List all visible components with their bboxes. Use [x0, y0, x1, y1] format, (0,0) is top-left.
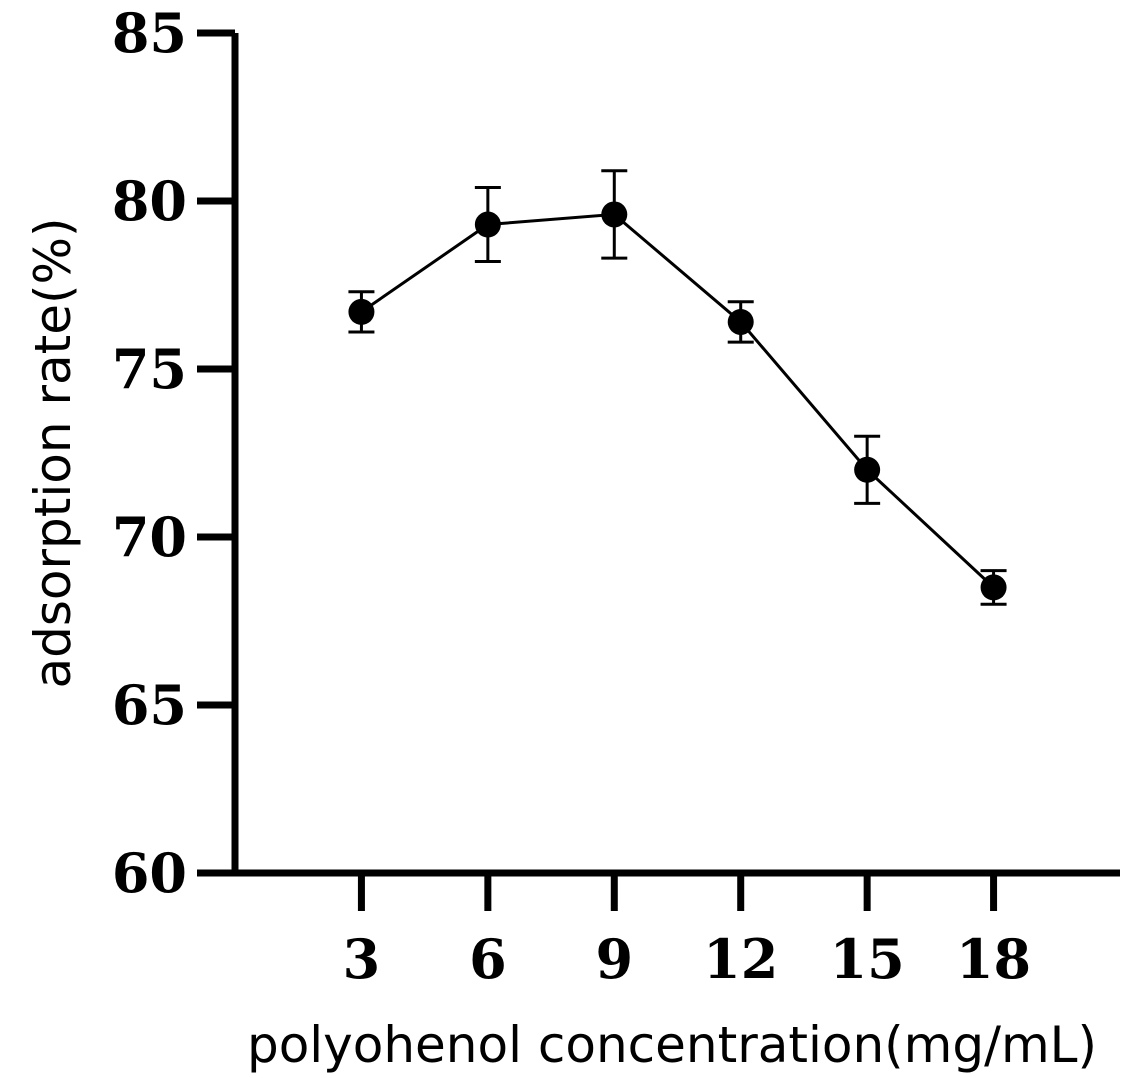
x-tick-label: 3: [343, 927, 381, 991]
series-group: [348, 169, 1007, 606]
x-tick-label: 15: [830, 927, 905, 991]
x-tick-label: 6: [469, 927, 507, 991]
x-tick-label: 9: [595, 927, 633, 991]
y-tick-label: 70: [112, 505, 187, 569]
y-tick-label: 65: [112, 673, 187, 737]
data-point: [474, 211, 501, 238]
x-tick-label: 12: [703, 927, 778, 991]
data-point: [348, 298, 375, 325]
y-ticks: 60 65 70 75 80 85: [112, 1, 235, 905]
data-point: [980, 574, 1007, 601]
y-axis-title: adsorption rate(%): [24, 217, 82, 688]
x-tick-label: 18: [956, 927, 1031, 991]
data-point: [601, 201, 628, 228]
data-point: [727, 308, 754, 335]
x-ticks: 3 6 9 12 15 18: [343, 873, 1031, 991]
y-tick-label: 75: [112, 337, 187, 401]
x-axis-title: polyohenol concentration(mg/mL): [247, 1016, 1097, 1074]
axes: [231, 33, 1120, 877]
data-point: [854, 456, 881, 483]
series-line: [360, 212, 995, 589]
y-tick-label: 60: [112, 841, 187, 905]
y-tick-label: 85: [112, 1, 187, 65]
y-tick-label: 80: [112, 169, 187, 233]
